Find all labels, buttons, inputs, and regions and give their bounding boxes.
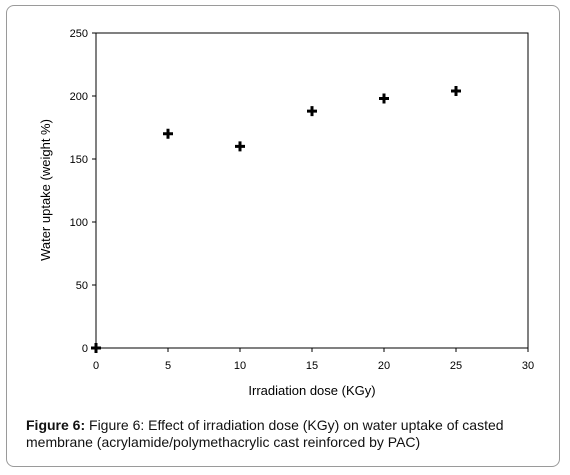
y-tick-label: 0 [82, 343, 88, 355]
caption-text: Figure 6: Effect of irradiation dose (KG… [26, 417, 504, 450]
data-point [91, 343, 101, 353]
y-tick-label: 50 [76, 280, 88, 292]
x-tick-label: 20 [378, 360, 390, 372]
data-points [91, 85, 461, 353]
y-tick-label: 100 [70, 217, 88, 229]
y-axis-label: Water uptake (weight %) [38, 119, 53, 261]
y-axis-ticks: 0 50 100 150 200 250 [70, 28, 96, 355]
x-tick-label: 25 [450, 360, 462, 372]
data-point [379, 93, 389, 104]
data-point [451, 85, 461, 96]
x-tick-label: 30 [522, 360, 534, 372]
x-tick-label: 15 [306, 360, 318, 372]
y-tick-label: 150 [70, 154, 88, 166]
y-tick-label: 200 [70, 91, 88, 103]
figure-frame [6, 5, 560, 467]
data-point [163, 128, 173, 139]
data-point [307, 106, 317, 117]
x-axis-ticks: 0 5 10 15 20 25 30 [93, 348, 534, 372]
y-tick-label: 250 [70, 28, 88, 40]
data-point [235, 141, 245, 152]
caption-label: Figure 6: [26, 417, 86, 433]
plot-area [95, 32, 529, 349]
x-tick-label: 5 [165, 360, 171, 372]
x-tick-label: 10 [234, 360, 246, 372]
x-axis-label: Irradiation dose (KGy) [248, 383, 375, 398]
figure-caption: Figure 6: Figure 6: Effect of irradiatio… [26, 417, 550, 451]
x-tick-label: 0 [93, 360, 99, 372]
